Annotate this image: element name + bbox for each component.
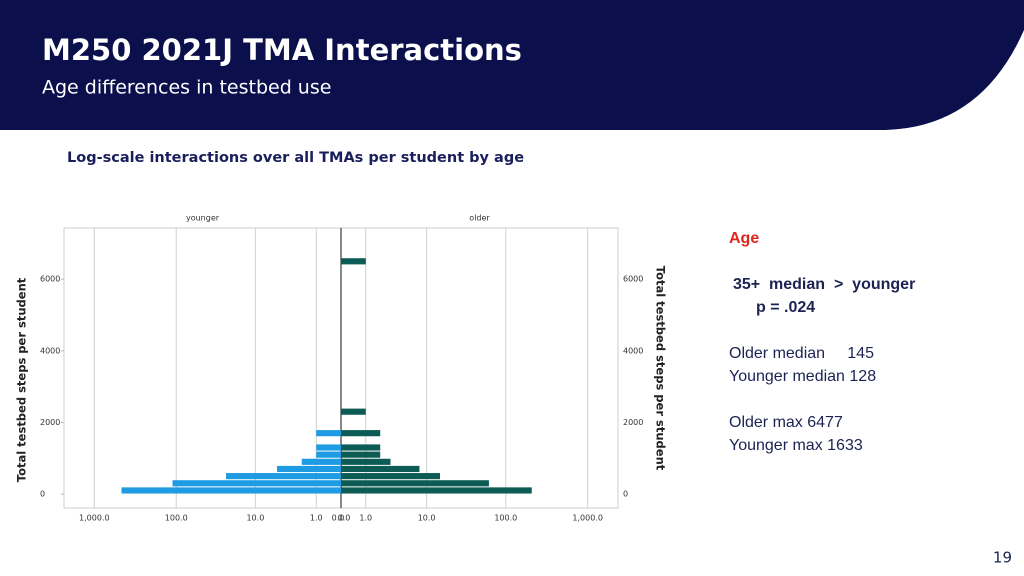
bar (341, 487, 532, 494)
page-number: 19 (993, 549, 1012, 567)
y-tick-label: 6000 (40, 275, 60, 284)
note: Age (729, 230, 759, 247)
bar (172, 480, 341, 487)
y-tick-label: 4000 (623, 346, 643, 355)
note: Older median 145 (729, 345, 874, 362)
x-tick-label: 1,000.0 (572, 514, 603, 523)
note: 35+ median > younger (733, 276, 915, 293)
x-tick-label: 1.0 (359, 514, 372, 523)
bar (316, 451, 341, 458)
bar (341, 444, 381, 451)
x-tick-label: 100.0 (494, 514, 517, 523)
x-tick-label: 100.0 (165, 514, 188, 523)
y-axis-label: Total testbed steps per student (654, 266, 668, 471)
y-tick-label: 0 (623, 490, 628, 499)
x-tick-label: 0.0 (332, 514, 345, 523)
note: Younger max 1633 (729, 437, 863, 454)
x-tick-label: 0.0 (338, 514, 351, 523)
bar (341, 451, 381, 458)
panel-label: older (469, 214, 490, 223)
bar (341, 480, 489, 487)
bar (121, 487, 341, 494)
bar (341, 408, 366, 415)
bar (341, 430, 381, 437)
bar (316, 444, 341, 451)
y-tick-label: 2000 (623, 418, 643, 427)
x-tick-label: 1,000.0 (79, 514, 110, 523)
y-tick-label: 2000 (40, 418, 60, 427)
bar (341, 258, 366, 265)
note: Older max 6477 (729, 414, 843, 431)
note: Younger median 128 (729, 368, 876, 385)
bar (277, 465, 341, 473)
bar (341, 473, 440, 480)
bar (341, 458, 391, 465)
x-tick-label: 10.0 (418, 514, 436, 523)
slide-subtitle: Age differences in testbed use (42, 77, 331, 99)
x-tick-label: 1.0 (310, 514, 323, 523)
bar (341, 465, 420, 473)
y-tick-label: 6000 (623, 275, 643, 284)
y-tick-label: 0 (40, 490, 45, 499)
panel-label: younger (186, 214, 220, 223)
bar (301, 458, 341, 465)
note: p = .024 (756, 299, 815, 316)
slide-title: M250 2021J TMA Interactions (42, 33, 522, 67)
y-tick-label: 4000 (40, 346, 60, 355)
bar (226, 473, 341, 480)
header-band (0, 0, 1024, 130)
bar (316, 430, 341, 437)
y-axis-label: Total testbed steps per student (15, 277, 29, 482)
x-tick-label: 10.0 (246, 514, 264, 523)
chart-title: Log-scale interactions over all TMAs per… (67, 150, 524, 166)
